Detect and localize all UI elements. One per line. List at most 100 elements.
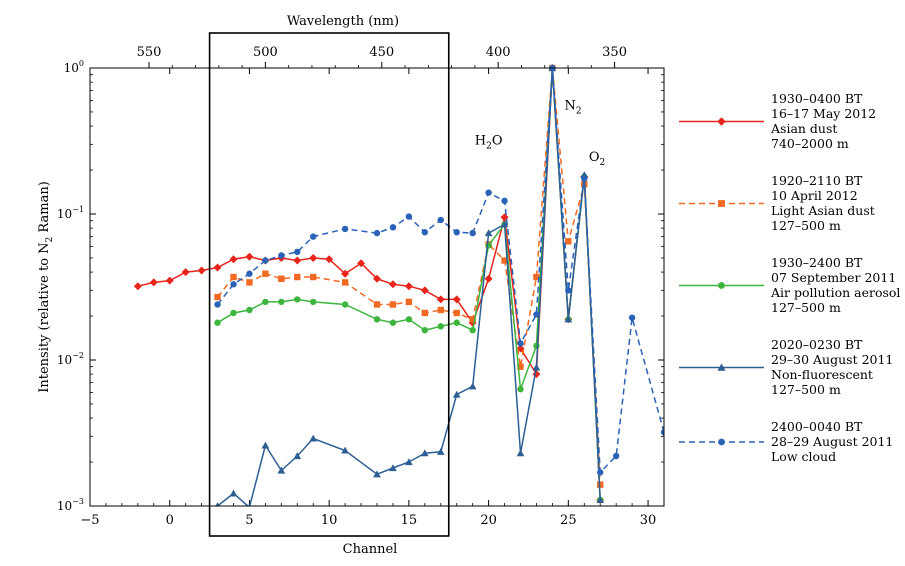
data-point [453,309,460,317]
data-point [405,213,413,220]
data-point [246,279,253,286]
data-point [405,316,413,323]
legend-text-line: Light Asian dust [771,203,875,218]
data-point [293,256,302,265]
data-point [452,390,461,398]
annotation-tail: O [492,133,503,148]
y-axis-label-main: Intensity (relative to N [37,242,52,392]
y-axis-label: Intensity (relative to N2 Raman) [37,181,55,393]
legend-text-line: 127–500 m [771,382,841,397]
legend-text-line: 1920–2110 BT [771,173,863,188]
series-5 [214,64,664,476]
data-point [628,314,636,321]
data-point [717,363,726,371]
data-point [597,469,604,476]
y-axis-label-end: Raman) [37,181,52,237]
data-point [501,257,508,264]
legend-text-line: 2020–0230 BT [771,337,863,352]
data-point [420,286,429,295]
annotation-label: H2O [475,133,503,151]
data-point [484,229,493,237]
annotation-main: O [589,150,600,165]
top-axis-label: Wavelength (nm) [287,14,399,29]
data-point [421,229,429,236]
data-point [341,446,349,454]
data-point [404,282,413,291]
data-point [718,282,725,289]
data-point [500,220,509,228]
annotation-main: H [475,133,486,148]
data-point [213,263,222,272]
annotation-subscript: 2 [600,158,606,168]
plot-frame [89,67,665,507]
data-point [516,449,525,457]
data-point [215,502,220,506]
data-point [373,229,381,237]
annotation-main: N [565,98,576,113]
y-tick-exponent: −3 [72,497,84,506]
data-point [294,273,301,281]
data-point [501,197,508,205]
data-point [612,452,620,460]
data-point [453,319,460,326]
legend-text-line: 127–500 m [771,218,841,233]
y-axis-label-subscript: 2 [45,237,55,243]
data-point [517,363,524,370]
x-axis-label: Channel [343,542,398,557]
y-tick-base: 10 [64,61,79,75]
data-point [248,503,251,506]
legend-text-line: Low cloud [771,449,836,464]
data-point [437,306,444,314]
x-tick-label: 15 [401,513,418,528]
legend-text-line: 10 April 2012 [771,188,858,203]
y-tick-label: 10−3 [57,497,84,513]
data-point [294,248,301,256]
data-point [309,253,318,262]
data-point [469,326,476,334]
x-tick-label: 10 [321,513,338,528]
legend-text-line: 1930–0400 BT [771,91,863,106]
data-point [230,281,237,288]
data-point [373,470,381,478]
legend-text-line: 16–17 May 2012 [771,106,876,121]
data-point [214,319,221,326]
data-point [420,449,429,457]
data-point [262,298,269,306]
data-point [293,452,302,460]
wavelength-tick-label: 400 [486,45,511,60]
legend-text-line: Non-fluorescent [771,367,873,382]
data-point [421,326,429,334]
wavelength-tick-label: 500 [253,45,278,60]
data-point [229,489,238,497]
data-point [230,273,237,281]
x-tick-label: 0 [166,513,174,528]
data-point [341,279,349,286]
data-point [717,117,726,126]
data-point [469,229,476,237]
data-point [437,323,444,330]
x-tick-label: 5 [245,513,253,528]
wavelength-tick-label: 450 [369,45,394,60]
data-point [533,273,540,281]
data-point [436,447,445,455]
data-point [517,340,524,347]
data-point [597,481,604,488]
y-tick-label: 100 [64,59,84,75]
data-point [309,434,318,442]
data-point [373,301,381,308]
data-point [373,274,381,283]
data-point [453,229,460,236]
data-point [262,270,269,277]
data-point [581,175,588,182]
legend-text-line: Air pollution aerosol [770,285,900,300]
highlight-box [208,32,450,537]
y-tick-label: 10−1 [57,205,84,221]
data-point [310,233,317,240]
data-point [246,306,253,314]
x-tick-label: 30 [640,513,657,528]
data-point [133,282,142,291]
data-point [517,386,524,393]
